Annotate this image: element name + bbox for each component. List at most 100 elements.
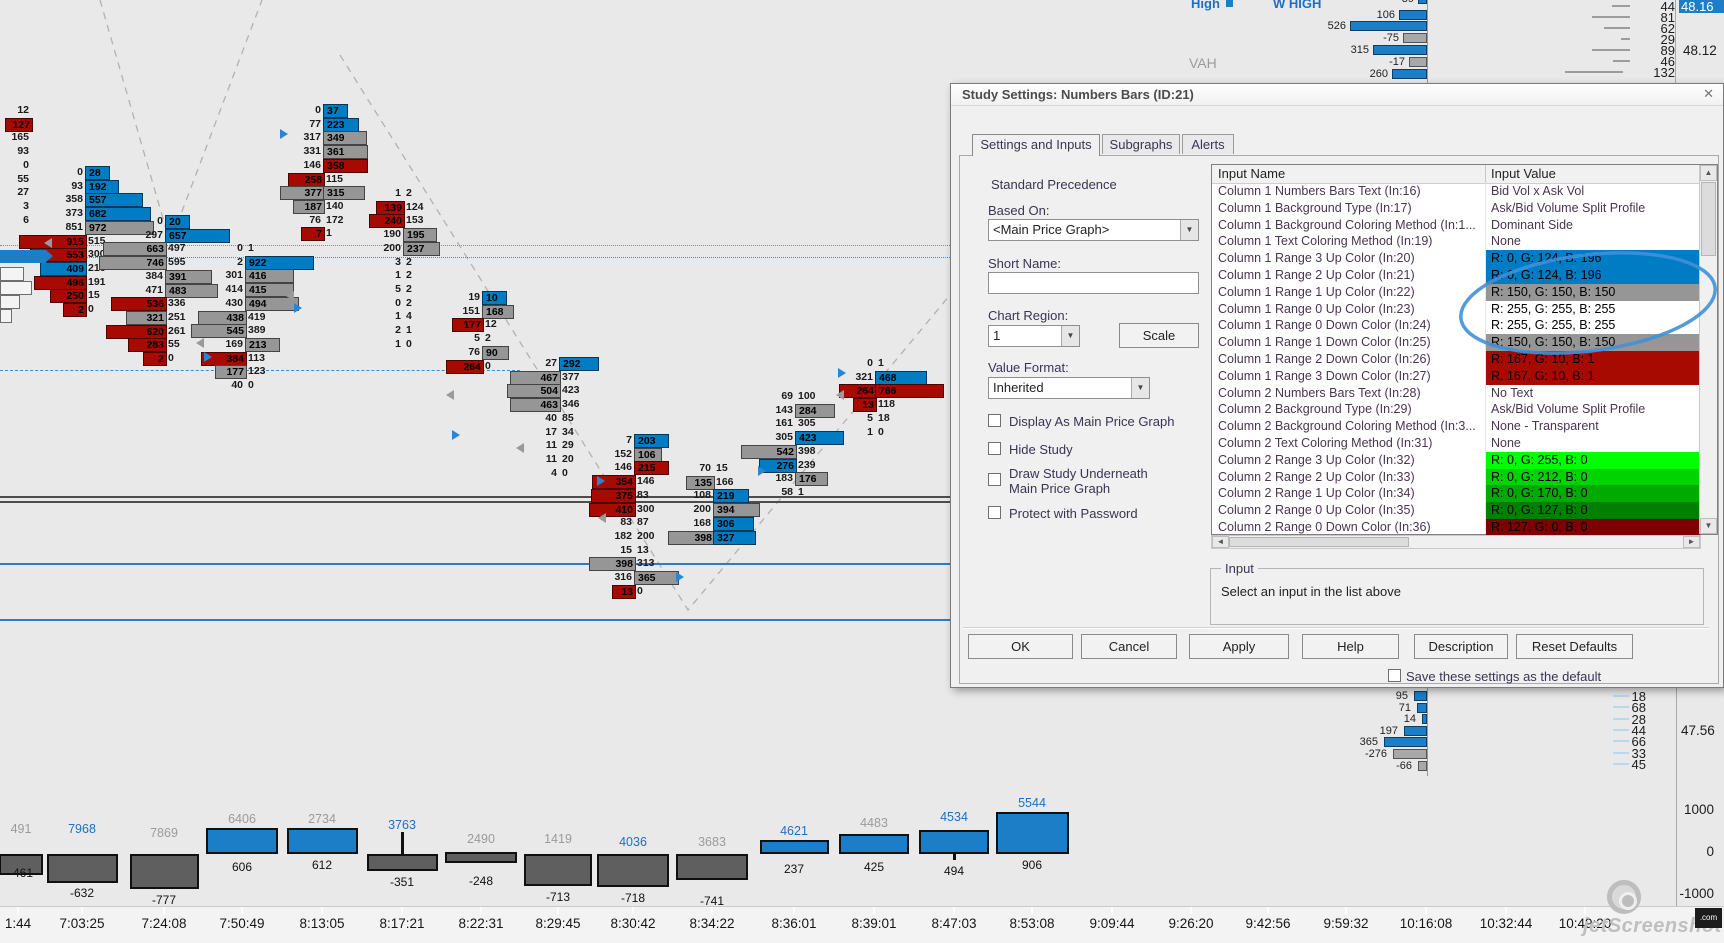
based-on-select[interactable]: <Main Price Graph> ▼ (988, 219, 1199, 241)
bid-volume-cell: 398 (589, 557, 636, 572)
protect-password-label: Protect with Password (1009, 506, 1138, 521)
bid-volume-cell: 463 (510, 398, 561, 413)
close-icon[interactable]: ✕ (1703, 86, 1714, 101)
col-input-value[interactable]: Input Value (1491, 166, 1556, 181)
save-default-checkbox[interactable] (1388, 669, 1401, 682)
bid-volume-cell: 1 (395, 337, 401, 350)
reset-defaults-button[interactable]: Reset Defaults (1516, 634, 1633, 659)
volume-label: 4534 (940, 810, 968, 824)
profile-bar (1350, 21, 1427, 31)
input-row[interactable]: Column 1 Range 2 Up Color (In:21) R: 0, G… (1212, 267, 1700, 284)
inputs-list[interactable]: Input Name Input Value Column 1 Numbers … (1211, 164, 1718, 536)
time-label: 7:03:25 (59, 916, 105, 931)
input-row[interactable]: Column 1 Range 3 Up Color (In:20) R: 0, G… (1212, 250, 1700, 267)
vertical-scrollbar[interactable]: ▲ ▼ (1699, 165, 1717, 534)
ask-volume-cell: 15 (88, 289, 100, 302)
input-row[interactable]: Column 2 Range 0 Up Color (In:35) R: 0, G… (1212, 502, 1700, 519)
input-row[interactable]: Column 1 Range 1 Down Color (In:25) R: 15… (1212, 334, 1700, 351)
input-row[interactable]: Column 2 Text Coloring Method (In:31) Non… (1218, 436, 1521, 450)
input-row[interactable]: Column 1 Range 1 Up Color (In:22) R: 150,… (1212, 283, 1700, 301)
ask-volume-cell: 140 (326, 199, 344, 212)
bid-volume-cell: 55 (17, 172, 29, 185)
dialog-titlebar[interactable]: Study Settings: Numbers Bars (ID:21) ✕ (951, 84, 1723, 106)
volume-bar (839, 834, 909, 854)
input-row[interactable]: Column 1 Range 3 Down Color (In:27) R: 16… (1212, 367, 1700, 385)
price-level-label: 47.56 (1681, 723, 1715, 738)
input-row[interactable]: Column 2 Numbers Bars Text (In:28) No Tex… (1218, 385, 1534, 400)
chevron-down-icon[interactable]: ▼ (1180, 220, 1198, 240)
scroll-up-icon[interactable]: ▲ (1700, 165, 1717, 181)
tab-settings-and-inputs[interactable]: Settings and Inputs (972, 134, 1100, 156)
scale-button[interactable]: Scale (1119, 323, 1199, 348)
price-line (0, 370, 520, 371)
short-name-input[interactable] (988, 272, 1199, 294)
bid-volume-cell: 663 (103, 242, 167, 257)
scale-dash (1565, 71, 1623, 73)
display-as-main-checkbox[interactable] (988, 414, 1001, 427)
help-button[interactable]: Help (1302, 634, 1399, 659)
col-input-name[interactable]: Input Name (1218, 166, 1286, 181)
scale-dash (1612, 5, 1630, 7)
input-row[interactable]: Column 2 Background Coloring Method (In:… (1218, 419, 1599, 434)
price-axis-line (1676, 688, 1677, 906)
chevron-down-icon[interactable]: ▼ (1131, 378, 1149, 398)
chart-region-select[interactable]: 1 ▼ (988, 325, 1080, 347)
ask-volume-cell: 327 (713, 530, 756, 545)
input-row[interactable]: Column 1 Numbers Bars Text (In:16) Bid Vo… (1218, 184, 1585, 198)
scroll-down-icon[interactable]: ▼ (1700, 518, 1717, 534)
volume-bar (759, 840, 829, 854)
cancel-button[interactable]: Cancel (1081, 634, 1177, 659)
tab-alerts[interactable]: Alerts (1182, 134, 1234, 154)
bid-volume-cell: 165 (11, 131, 29, 144)
ask-volume-cell: 682 (85, 207, 151, 222)
ask-volume-cell: 415 (245, 283, 294, 298)
draw-underneath-checkbox[interactable] (988, 473, 1001, 486)
input-row[interactable]: Column 1 Range 2 Down Color (In:26) R: 16… (1212, 351, 1700, 368)
bid-volume-cell: 2 (395, 324, 401, 336)
ok-button[interactable]: OK (968, 634, 1073, 659)
apply-button[interactable]: Apply (1189, 634, 1289, 659)
ask-volume-cell: 595 (168, 256, 186, 269)
volume-label: 4483 (860, 816, 888, 830)
hide-study-checkbox[interactable] (988, 442, 1001, 455)
time-tick (1425, 907, 1427, 914)
value-format-select[interactable]: Inherited ▼ (988, 377, 1150, 399)
scroll-right-icon[interactable]: ► (1683, 536, 1700, 548)
volume-delta-label: 906 (1021, 858, 1043, 872)
bid-volume-cell: 76 (309, 213, 321, 226)
scale-value: 18 (1631, 689, 1646, 704)
input-row[interactable]: Column 2 Range 0 Down Color (In:36) R: 12… (1212, 519, 1700, 536)
protect-password-checkbox[interactable] (988, 506, 1001, 519)
ask-volume-cell: 106 (634, 447, 662, 462)
buy-arrow-icon (294, 303, 302, 313)
price-line (0, 563, 950, 565)
input-row[interactable]: Column 2 Background Type (In:29) Ask/Bid … (1218, 402, 1646, 417)
input-row[interactable]: Column 1 Background Type (In:17) Ask/Bid … (1218, 200, 1646, 215)
time-axis[interactable] (0, 906, 1724, 943)
chevron-down-icon[interactable]: ▼ (1061, 326, 1079, 346)
ask-volume-cell: 766 (875, 384, 944, 399)
tab-subgraphs[interactable]: Subgraphs (1102, 134, 1180, 154)
description-button[interactable]: Description (1414, 634, 1508, 659)
ask-volume-cell: 336 (168, 297, 186, 310)
input-row[interactable]: Column 2 Range 1 Up Color (In:34) R: 0, G… (1212, 485, 1700, 503)
input-row[interactable]: Column 1 Range 0 Up Color (In:23) R: 255,… (1212, 300, 1700, 318)
input-row[interactable]: Column 1 Range 0 Down Color (In:24) R: 25… (1212, 317, 1700, 335)
ask-volume-cell: 349 (323, 131, 367, 146)
scrollbar-thumb[interactable] (1229, 537, 1409, 547)
scrollbar-thumb[interactable] (1701, 182, 1716, 256)
price-line (0, 619, 950, 621)
horizontal-scrollbar[interactable]: ◄ ► (1211, 535, 1701, 549)
input-row[interactable]: Column 1 Text Coloring Method (In:19) Non… (1218, 234, 1521, 249)
input-row[interactable]: Column 2 Range 3 Up Color (In:32) R: 0, G… (1212, 451, 1700, 469)
bid-volume-cell: 135 (686, 475, 715, 490)
list-header[interactable]: Input Name Input Value (1212, 165, 1700, 184)
scroll-left-icon[interactable]: ◄ (1212, 536, 1229, 548)
input-row[interactable]: Column 1 Background Coloring Method (In:… (1218, 217, 1573, 232)
volume-bar (676, 854, 748, 880)
volume-scale-value: 1000 (1683, 802, 1714, 817)
profile-axis-line (1427, 0, 1428, 84)
volume-bar (919, 830, 989, 854)
ask-volume-cell: 90 (482, 345, 509, 360)
input-row[interactable]: Column 2 Range 2 Up Color (In:33) R: 0, G… (1212, 468, 1700, 486)
